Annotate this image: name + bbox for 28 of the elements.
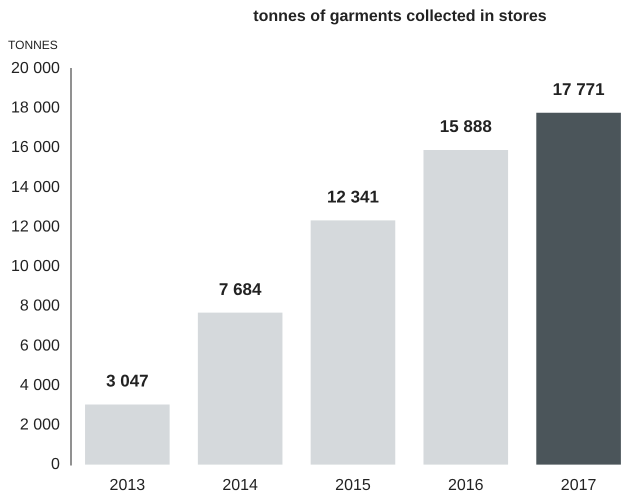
chart-title: tonnes of garments collected in stores <box>252 8 548 26</box>
y-axis-title: TONNES <box>8 38 58 52</box>
x-tick-label: 2016 <box>448 476 484 494</box>
data-label: 3 047 <box>106 372 149 391</box>
bar <box>85 404 170 465</box>
y-tick-label: 12 000 <box>11 218 60 236</box>
x-tick-label: 2014 <box>222 476 258 494</box>
x-tick-label: 2015 <box>335 476 371 494</box>
y-tick-label: 10 000 <box>11 258 60 276</box>
bar <box>198 312 282 465</box>
y-tick-label: 4 000 <box>20 376 60 394</box>
data-label: 12 341 <box>326 188 379 207</box>
y-tick-label: 0 <box>51 456 60 474</box>
x-tick-label: 2017 <box>560 476 596 494</box>
bar <box>536 112 621 465</box>
y-tick-label: 14 000 <box>11 178 60 196</box>
data-label: 17 771 <box>552 80 605 99</box>
bar <box>310 220 396 465</box>
y-tick-label: 18 000 <box>11 100 60 117</box>
y-tick-label: 16 000 <box>11 139 60 156</box>
bar <box>423 150 508 465</box>
data-label: 7 684 <box>218 280 262 299</box>
y-tick-label: 2 000 <box>20 416 60 434</box>
y-tick-label: 6 000 <box>20 337 60 354</box>
data-label: 15 888 <box>440 117 492 136</box>
x-tick-label: 2013 <box>110 476 146 494</box>
y-tick-label: 20 000 <box>11 60 60 78</box>
y-tick-label: 8 000 <box>20 298 60 315</box>
